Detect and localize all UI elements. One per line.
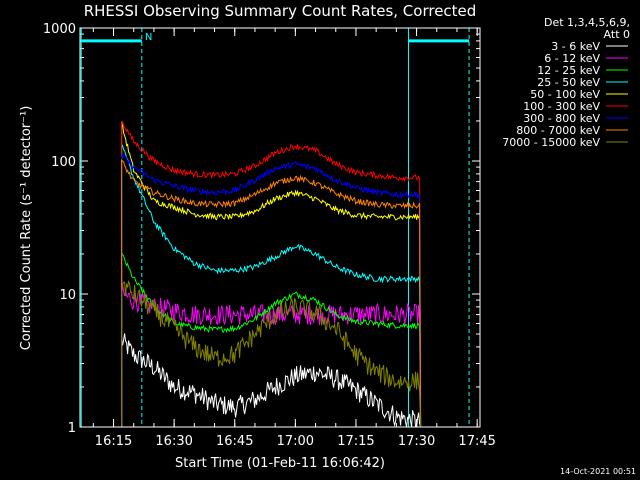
legend-label: 7000 - 15000 keV (502, 136, 600, 149)
x-axis-label: Start Time (01-Feb-11 16:06:42) (175, 456, 385, 471)
x-tick-label: 17:15 (337, 434, 374, 449)
legend-label: 800 - 7000 keV (516, 124, 600, 137)
series-line-0 (121, 333, 422, 428)
series-line-3 (121, 144, 422, 428)
x-tick-label: 17:45 (458, 434, 495, 449)
series-line-4 (121, 121, 422, 428)
chart-title: RHESSI Observing Summary Count Rates, Co… (84, 2, 477, 20)
x-tick-label: 17:00 (277, 434, 314, 449)
legend-label: 25 - 50 keV (537, 76, 600, 89)
series-line-5 (121, 120, 422, 428)
y-tick-label: 1 (68, 421, 76, 436)
series-line-6 (121, 152, 422, 428)
y-tick-label: 1000 (43, 22, 76, 37)
x-tick-label: 17:30 (398, 434, 435, 449)
legend-label: 3 - 6 keV (551, 40, 600, 53)
footer-timestamp: 14-Oct-2021 00:51 (560, 467, 636, 476)
x-axis-ticks: 16:15 16:30 16:45 17:00 17:15 17:30 17:45 (92, 28, 496, 449)
y-tick-label: 10 (59, 288, 76, 303)
plot-frame (79, 27, 481, 428)
legend-label: 6 - 12 keV (544, 52, 600, 65)
y-axis-ticks: 1 10 100 1000 (43, 22, 480, 436)
series-line-7 (121, 159, 422, 428)
legend-label: 12 - 25 keV (537, 64, 600, 77)
legend-label: 100 - 300 keV (523, 100, 600, 113)
x-tick-label: 16:30 (155, 434, 192, 449)
legend-header-line-2: Att 0 (604, 28, 630, 41)
series-line-2 (121, 251, 422, 428)
night-markers: N (80, 28, 470, 427)
x-tick-label: 16:45 (216, 434, 253, 449)
series-line-1 (121, 284, 422, 428)
legend-label: 300 - 800 keV (523, 112, 600, 125)
legend-label: 50 - 100 keV (530, 88, 600, 101)
x-tick-label: 16:15 (95, 434, 132, 449)
y-axis-label: Corrected Count Rate (s⁻¹ detector⁻¹) (19, 106, 34, 351)
series-lines (121, 120, 422, 428)
night-marker-label: N (145, 32, 152, 43)
legend-header-line-1: Det 1,3,4,5,6,9, (544, 16, 630, 29)
y-tick-label: 100 (51, 155, 76, 170)
series-line-8 (121, 279, 422, 428)
